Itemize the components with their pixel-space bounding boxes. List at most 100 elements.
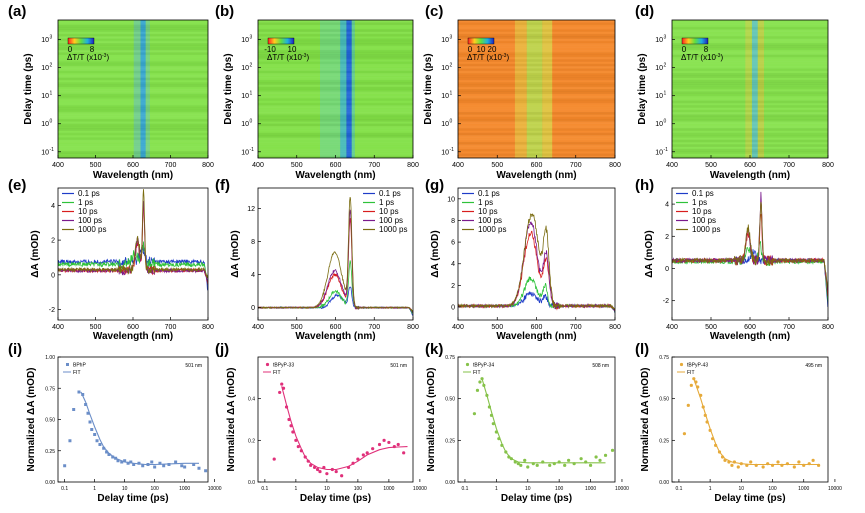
data-point bbox=[579, 457, 583, 461]
y-tick-exponent: 3 bbox=[450, 35, 453, 41]
y-tick-label: 10 bbox=[441, 37, 449, 44]
y-tick-exponent: 2 bbox=[450, 63, 453, 69]
y-tick-exponent: 1 bbox=[450, 91, 453, 97]
spectra-area bbox=[58, 189, 208, 291]
panel-label: (i) bbox=[8, 341, 22, 358]
heatmap-stripe bbox=[458, 68, 615, 72]
x-tick-label: 10000 bbox=[615, 486, 629, 492]
y-axis-label: Normalized ΔA (mOD) bbox=[226, 367, 237, 471]
heatmap-stripe bbox=[258, 33, 413, 37]
y-tick-label: 6 bbox=[451, 240, 455, 247]
heatmap-stripe bbox=[58, 26, 208, 30]
heatmap-stripe bbox=[258, 116, 413, 120]
colorbar-tick-label: 8 bbox=[90, 45, 95, 54]
data-point bbox=[472, 412, 477, 416]
data-point bbox=[567, 458, 571, 462]
y-tick-label: 12 bbox=[247, 206, 255, 213]
legend-label: FIT bbox=[73, 370, 81, 376]
data-point bbox=[325, 472, 329, 476]
y-tick-exponent: 0 bbox=[664, 119, 667, 125]
heatmap-stripe bbox=[672, 22, 828, 26]
kinetics-area bbox=[63, 390, 208, 473]
panel-label: (j) bbox=[215, 341, 229, 358]
legend-label: 1000 ps bbox=[78, 225, 106, 234]
spectra-area bbox=[672, 191, 828, 308]
y-tick-label: 10 bbox=[441, 93, 449, 100]
y-tick-exponent: 1 bbox=[50, 91, 53, 97]
x-tick-label: 800 bbox=[202, 162, 214, 169]
y-tick-label: -2 bbox=[49, 307, 55, 314]
data-point bbox=[162, 464, 166, 468]
heatmap-stripe bbox=[458, 33, 615, 37]
y-tick-label: -2 bbox=[663, 298, 669, 305]
x-tick-label: 400 bbox=[252, 162, 264, 169]
legend-marker bbox=[679, 362, 684, 367]
y-tick-label: 0 bbox=[51, 272, 55, 279]
data-point bbox=[68, 439, 72, 443]
x-tick-label: 400 bbox=[52, 162, 64, 169]
heatmap-stripe bbox=[672, 128, 828, 131]
panel-label: (h) bbox=[635, 177, 654, 194]
heatmap-stripe bbox=[58, 109, 208, 113]
colorbar-label-main: ΔT/T (x10 bbox=[467, 53, 503, 62]
y-tick-label: 0.00 bbox=[45, 480, 55, 486]
heatmap-stripe bbox=[58, 118, 208, 122]
data-point bbox=[761, 465, 765, 469]
heatmap-stripe bbox=[258, 86, 413, 90]
x-tick-label: 700 bbox=[570, 162, 582, 169]
legend-label: FIT bbox=[687, 370, 695, 376]
y-tick-label: 4 bbox=[665, 202, 669, 209]
data-point bbox=[137, 461, 141, 465]
spectrum-line-0.1ps bbox=[458, 291, 615, 313]
legend-label: tBPyP-33 bbox=[273, 363, 294, 369]
y-tick-label: 0.2 bbox=[248, 438, 255, 444]
colorbar-tick-label: 0 bbox=[68, 45, 73, 54]
legend-label: 100 ps bbox=[478, 216, 502, 225]
legend-label: 10 ps bbox=[78, 207, 98, 216]
data-point bbox=[387, 440, 391, 445]
x-tick-label: 700 bbox=[165, 162, 177, 169]
heatmap-stripe bbox=[58, 68, 208, 72]
heatmap-stripe bbox=[458, 36, 615, 39]
x-axis-label: Wavelength (nm) bbox=[93, 170, 173, 181]
heatmap-stripe bbox=[258, 153, 413, 157]
heatmap-stripe bbox=[58, 49, 208, 53]
y-tick-label: 0.25 bbox=[45, 449, 55, 455]
data-point bbox=[123, 459, 127, 463]
y-tick-exponent: 2 bbox=[50, 63, 53, 69]
colorbar-label-exp: -3 bbox=[502, 53, 507, 59]
heatmap-stripe bbox=[672, 146, 828, 150]
panel-l: (l) 0.1 1 10 100 1000 10000 0.00 0.25 0.50 0.75 Del… bbox=[635, 341, 842, 504]
panel-g: (g) 400 500 600 700 800 0 2 4 6 8 10 Wavelength (nm)… bbox=[425, 177, 621, 342]
data-point bbox=[132, 463, 136, 466]
heatmap-stripe bbox=[458, 70, 615, 74]
y-axis-label: ΔA (mOD) bbox=[230, 230, 241, 277]
heatmap-band bbox=[514, 20, 527, 158]
heatmap-stripe bbox=[672, 125, 828, 129]
heatmap-stripe bbox=[258, 84, 413, 88]
heatmap-stripe bbox=[672, 70, 828, 74]
x-tick-label: 10000 bbox=[208, 486, 222, 492]
y-tick-exponent: -1 bbox=[250, 147, 255, 153]
data-point bbox=[689, 383, 693, 387]
heatmap-band bbox=[320, 20, 341, 158]
x-tick-label: 800 bbox=[822, 324, 834, 331]
x-tick-label: 0.1 bbox=[61, 486, 68, 492]
plot-frame bbox=[671, 356, 829, 483]
panel-label: (f) bbox=[215, 177, 230, 194]
heatmap-stripe bbox=[458, 100, 615, 104]
y-tick-label: 0.00 bbox=[659, 480, 669, 486]
x-tick-label: 100 bbox=[354, 486, 363, 492]
y-tick-label: 0 bbox=[251, 305, 255, 312]
heatmap-stripe bbox=[458, 84, 615, 88]
y-tick-label: 0.50 bbox=[659, 397, 669, 403]
heatmap-stripe bbox=[458, 86, 615, 90]
y-tick-label: 0.25 bbox=[659, 438, 669, 444]
heatmap-stripe bbox=[258, 20, 413, 23]
heatmap-stripe bbox=[672, 33, 828, 37]
y-tick-label: 10 bbox=[41, 93, 49, 100]
x-tick-label: 1000 bbox=[798, 486, 809, 492]
heatmap-stripe bbox=[58, 107, 208, 111]
legend-label: FIT bbox=[473, 370, 481, 376]
